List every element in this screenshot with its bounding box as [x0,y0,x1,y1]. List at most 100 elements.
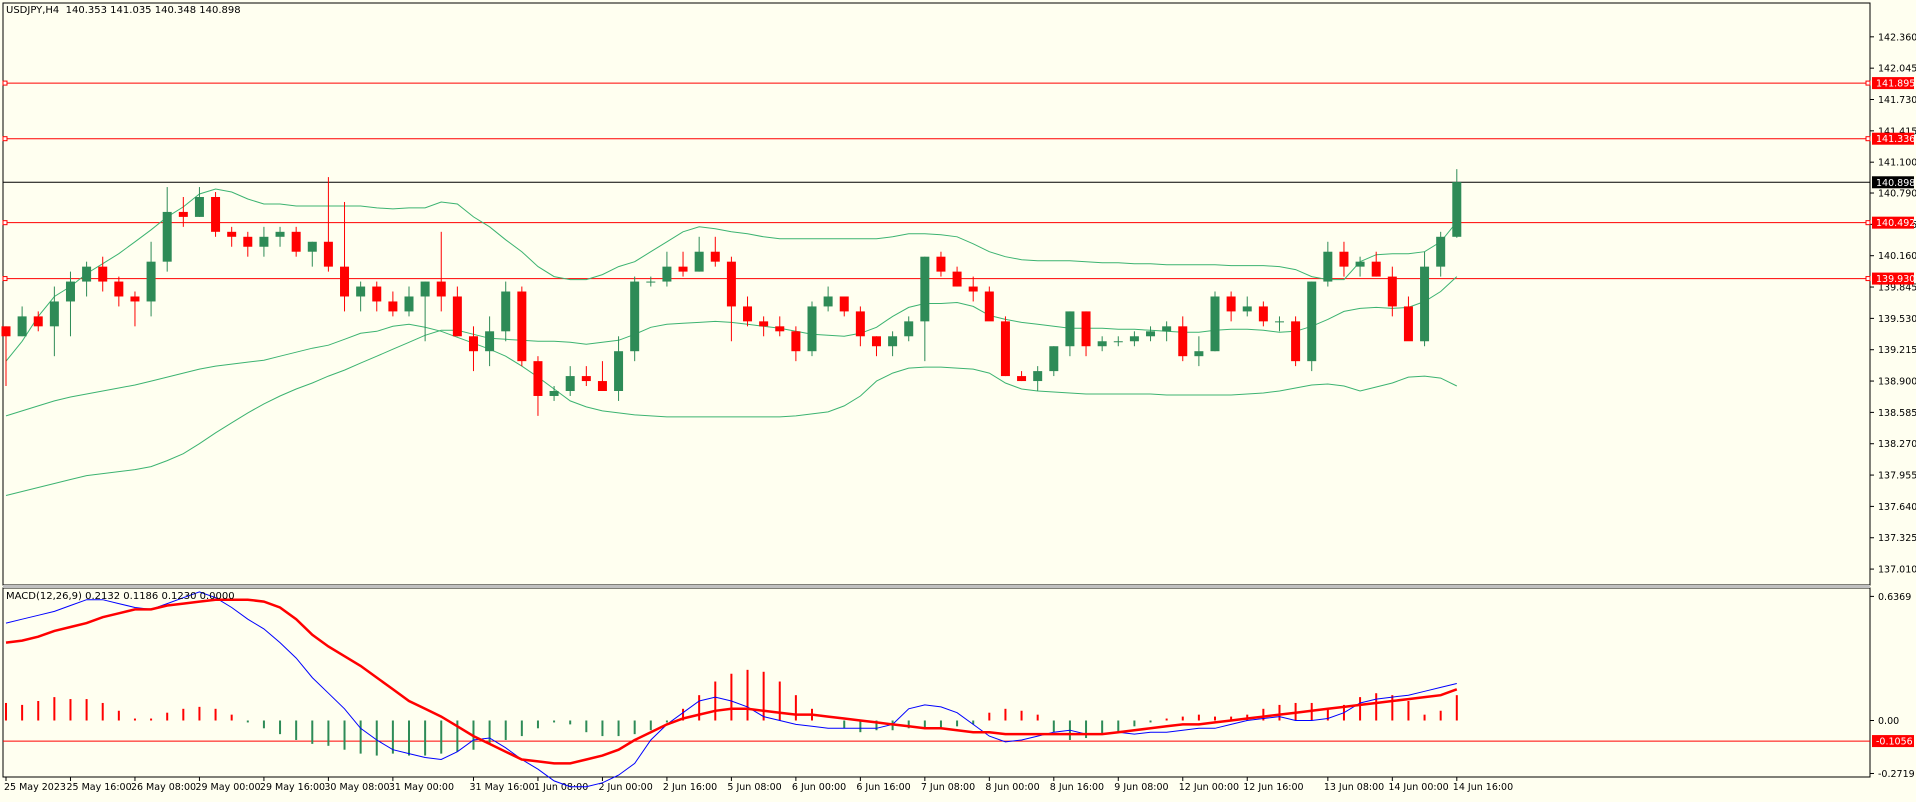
bull-candle [1033,371,1043,382]
price-tick-label: 139.845 [1878,283,1916,294]
price-tick-label: 140.160 [1878,251,1916,262]
level-price-label: 141.895 [1876,79,1915,90]
price-tick-label: 137.640 [1878,502,1916,513]
bull-candle [307,241,317,252]
bear-candle [871,336,881,347]
time-tick-label: 31 May 16:00 [469,782,534,793]
bear-candle [533,361,543,396]
bear-candle [1226,296,1236,312]
bear-candle [340,266,350,297]
macd-level-label: -0.1056 [1876,737,1913,748]
price-tick-label: 139.215 [1878,345,1916,356]
bear-candle [839,296,849,312]
macd-level-tag [1872,735,1914,748]
bull-candle [275,231,285,237]
level-price-tag [1872,132,1914,145]
time-tick-label: 8 Jun 00:00 [985,782,1039,793]
bull-candle [1049,346,1059,372]
time-tick-label: 2 Jun 16:00 [663,782,717,793]
time-tick-label: 13 Jun 08:00 [1324,782,1384,793]
bear-candle [1,326,11,337]
time-tick-label: 6 Jun 16:00 [856,782,910,793]
bear-candle [388,301,398,312]
price-tick-label: 142.360 [1878,32,1916,43]
bear-candle [1258,306,1268,322]
bear-candle [243,236,253,247]
bear-candle [743,306,753,322]
bear-candle [968,286,978,292]
bull-candle [49,301,59,327]
bull-candle [259,236,269,247]
bear-candle [1387,276,1397,307]
price-tick-label: 137.955 [1878,471,1916,482]
bull-candle [904,321,914,337]
bull-candle [485,331,495,352]
bull-candle [1436,236,1446,267]
bear-candle [710,251,720,262]
time-tick-label: 12 Jun 00:00 [1179,782,1239,793]
bear-candle [726,261,736,307]
time-tick-label: 25 May 16:00 [66,782,131,793]
main-plot-frame [2,2,1871,586]
macd-tick-label: -0.2719 [1878,769,1915,780]
macd-tick-label: 0.00 [1878,716,1899,727]
time-tick-label: 14 Jun 00:00 [1388,782,1448,793]
time-tick-label: 30 May 08:00 [324,782,389,793]
bull-candle [1065,311,1075,347]
bear-candle [323,241,333,267]
bull-candle [1307,281,1317,362]
bull-candle [17,316,27,337]
bull-candle [420,281,430,297]
price-tick-label: 140.790 [1878,189,1916,200]
bear-candle [33,316,43,327]
time-tick-label: 26 May 08:00 [131,782,196,793]
bear-candle [936,256,946,272]
bear-candle [1403,306,1413,342]
time-tick-label: 12 Jun 16:00 [1243,782,1303,793]
bull-candle [549,391,559,396]
macd-main-line [5,591,1457,788]
bull-candle [1113,341,1123,343]
bear-candle [1291,321,1301,362]
bull-candle [1420,266,1430,342]
bull-candle [501,291,511,332]
bull-candle [1242,306,1252,312]
bull-candle [1323,251,1333,282]
time-tick-label: 2 Jun 00:00 [598,782,652,793]
level-line-handle-right [1865,80,1871,86]
level-line-handle-left [2,80,8,86]
macd-tick-label: 0.6369 [1878,592,1911,603]
bear-candle [1371,261,1381,277]
time-tick-label: 25 May 2023 [4,782,66,793]
bear-candle [227,231,237,237]
bull-candle [146,261,156,302]
bear-candle [1000,321,1010,377]
time-tick-label: 1 Jun 08:00 [534,782,588,793]
time-tick-label: 29 May 00:00 [195,782,260,793]
bear-candle [211,197,221,232]
price-tick-label: 141.730 [1878,95,1916,106]
bear-candle [114,281,124,297]
bull-candle [82,266,92,282]
price-tick-label: 141.415 [1878,126,1916,137]
time-tick-label: 31 May 00:00 [389,782,454,793]
bear-candle [1081,311,1091,347]
symbol-header: USDJPY,H4 140.353 141.035 140.348 140.89… [6,5,241,16]
time-tick-label: 29 May 16:00 [260,782,325,793]
price-tick-label: 138.585 [1878,408,1916,419]
level-price-label: 141.336 [1876,134,1915,145]
bear-candle [372,286,382,302]
price-tick-label: 137.325 [1878,533,1916,544]
bollinger-upper-line [5,188,1458,362]
bull-candle [1355,261,1365,267]
bull-candle [1452,182,1462,237]
level-price-label: 139.930 [1876,274,1915,285]
bear-candle [1178,326,1188,357]
bear-candle [791,331,801,352]
bull-candle [1097,341,1107,347]
level-line-handle-right [1865,220,1871,226]
bear-candle [775,326,785,332]
level-price-tag [1872,272,1914,285]
